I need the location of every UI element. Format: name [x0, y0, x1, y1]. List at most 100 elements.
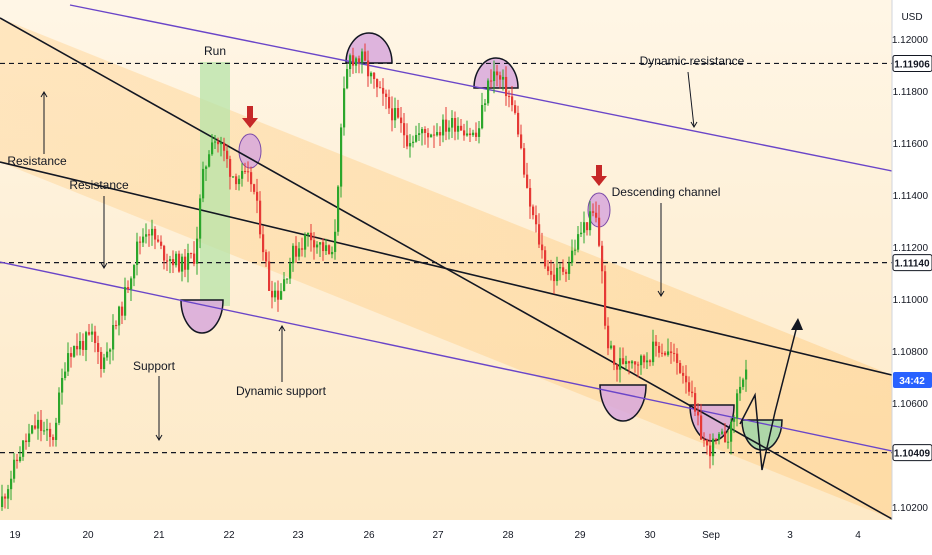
- candle-body: [508, 96, 511, 98]
- candle-body: [121, 306, 124, 316]
- candle-body: [580, 232, 583, 235]
- candle-body: [514, 105, 517, 113]
- candle-body: [181, 256, 184, 272]
- candle-body: [64, 371, 67, 379]
- candle-body: [388, 96, 391, 109]
- candle-body: [415, 134, 418, 142]
- candle-body: [439, 132, 442, 136]
- candle-body: [694, 393, 697, 412]
- candle-body: [427, 132, 430, 138]
- candle-body: [628, 361, 631, 364]
- candle-body: [664, 352, 667, 355]
- candle-body: [451, 118, 454, 128]
- x-tick-label: 3: [787, 530, 793, 541]
- candle-body: [463, 130, 466, 136]
- candle-body: [193, 253, 196, 264]
- candle-body: [604, 271, 607, 326]
- candle-body: [82, 340, 85, 350]
- candle-body: [73, 345, 76, 357]
- x-tick-label: 21: [153, 530, 165, 541]
- level-price-label: 1.11906: [894, 59, 930, 70]
- projected-path-line: [739, 321, 799, 471]
- candle-body: [145, 234, 148, 237]
- x-tick-label: 23: [292, 530, 304, 541]
- level-price-badge: [892, 444, 932, 462]
- candle-body: [430, 134, 433, 138]
- candle-body: [523, 148, 526, 175]
- candle-body: [370, 72, 373, 77]
- candle-body: [418, 133, 421, 135]
- candle-body: [424, 129, 427, 133]
- candle-body: [676, 353, 679, 364]
- x-tick-label: 4: [855, 530, 861, 541]
- candle-body: [667, 351, 670, 355]
- candle-body: [397, 108, 400, 118]
- candle-body: [76, 345, 79, 350]
- candle-body: [442, 119, 445, 136]
- candle-body: [547, 266, 550, 272]
- candle-body: [31, 425, 34, 434]
- x-tick-label: 29: [574, 530, 586, 541]
- currency-label: USD: [901, 12, 922, 23]
- candle-body: [25, 440, 28, 443]
- candle-body: [469, 133, 472, 136]
- candle-body: [100, 351, 103, 370]
- candle-body: [37, 419, 40, 429]
- candle-body: [295, 245, 298, 257]
- candle-body: [466, 133, 469, 136]
- candle-body: [496, 71, 499, 76]
- y-tick-label: 1.11400: [893, 191, 929, 202]
- candle-body: [103, 357, 106, 370]
- candle-body: [661, 352, 664, 354]
- candle-body: [157, 239, 160, 242]
- candle-body: [742, 379, 745, 387]
- candle-body: [487, 80, 490, 104]
- candle-body: [220, 142, 223, 145]
- candle-body: [385, 93, 388, 97]
- candle-body: [331, 251, 334, 255]
- x-tick-label: 26: [363, 530, 375, 541]
- candle-body: [325, 245, 328, 252]
- candle-body: [307, 232, 310, 235]
- candle-body: [562, 267, 565, 272]
- candle-body: [97, 343, 100, 352]
- y-tick-label: 1.12000: [892, 35, 929, 46]
- candle-body: [559, 267, 562, 269]
- candle-body: [460, 125, 463, 131]
- candle-body: [586, 222, 589, 231]
- x-axis-background: [0, 520, 892, 550]
- annotation-pointer-line: [687, 71, 695, 128]
- candle-body: [352, 55, 355, 66]
- candle-body: [115, 325, 118, 327]
- candle-body: [679, 363, 682, 373]
- candle-body: [1, 496, 4, 507]
- countdown-badge: [893, 372, 932, 388]
- down-arrow-icon: [242, 118, 258, 128]
- candle-body: [10, 478, 13, 490]
- x-tick-label: 28: [502, 530, 514, 541]
- candle-body: [733, 418, 736, 422]
- annotation-dynamic-resistance: Dynamic resistance: [640, 54, 745, 68]
- candle-body: [175, 253, 178, 266]
- candle-body: [259, 200, 262, 235]
- candle-body: [16, 459, 19, 462]
- candle-body: [649, 360, 652, 363]
- candle-body: [655, 341, 658, 346]
- candle-body: [718, 433, 721, 440]
- annotation-run: Run: [204, 44, 226, 58]
- candle-body: [406, 135, 409, 147]
- candle-body: [262, 234, 265, 253]
- candle-body: [40, 419, 43, 431]
- y-tick-label: 1.11000: [893, 295, 929, 306]
- candle-body: [706, 440, 709, 446]
- rejection-circle: [238, 133, 262, 169]
- candle-body: [412, 141, 415, 144]
- candle-body: [601, 245, 604, 272]
- candle-body: [4, 496, 7, 499]
- candle-body: [595, 212, 598, 218]
- candle-body: [658, 345, 661, 353]
- resistance-touch-highlight: [345, 32, 393, 64]
- annotation-descending-channel: Descending channel: [612, 185, 721, 199]
- candle-body: [70, 353, 73, 357]
